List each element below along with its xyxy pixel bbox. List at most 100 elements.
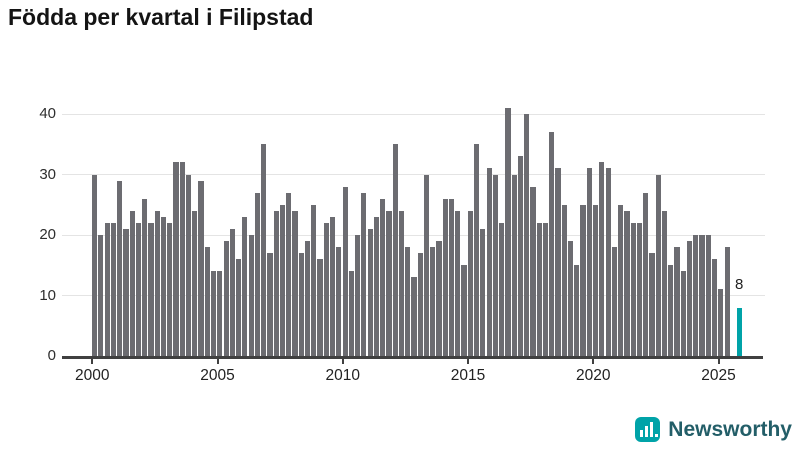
bar	[718, 289, 724, 356]
bar	[486, 168, 492, 356]
bar	[129, 210, 135, 356]
y-axis-tick-label: 0	[47, 347, 56, 364]
highlight-value-label: 8	[732, 276, 747, 293]
bar	[423, 174, 430, 356]
bar	[229, 228, 235, 356]
bar	[630, 222, 636, 356]
bar	[618, 204, 624, 356]
logo-bar-icon	[645, 426, 649, 437]
bar	[373, 216, 379, 356]
bar	[699, 235, 705, 356]
bar	[561, 204, 567, 356]
bar	[167, 222, 173, 356]
x-axis-tick	[467, 359, 470, 364]
y-axis-tick-label: 30	[39, 165, 56, 183]
bar	[160, 216, 167, 356]
bar	[549, 132, 555, 356]
bar	[417, 253, 423, 356]
bar	[430, 247, 436, 356]
bar	[530, 186, 536, 356]
logo-bar-icon	[650, 422, 654, 437]
x-axis-tick	[717, 359, 720, 364]
x-axis-tick-label: 2000	[75, 367, 110, 384]
bar	[643, 192, 649, 356]
bar	[436, 241, 442, 356]
bar	[261, 144, 267, 356]
bar	[511, 174, 517, 356]
bar	[524, 114, 530, 356]
x-axis-tick	[592, 359, 595, 364]
bar	[448, 198, 455, 356]
newsworthy-logo-icon	[635, 417, 661, 442]
bar	[517, 156, 524, 356]
bar	[661, 210, 668, 356]
bar	[636, 222, 643, 356]
bar	[398, 210, 405, 356]
bar	[542, 222, 549, 356]
bar	[210, 271, 217, 356]
bar	[386, 210, 392, 356]
gridline	[62, 174, 765, 175]
bar	[298, 253, 304, 356]
bar	[593, 204, 599, 356]
bar	[223, 241, 229, 356]
gridline	[62, 234, 765, 236]
bar	[361, 192, 367, 356]
page-title: Födda per kvartal i Filipstad	[8, 4, 314, 30]
bar	[179, 162, 185, 356]
newsworthy-logo[interactable]: Newsworthy	[635, 417, 792, 442]
bar	[499, 222, 505, 356]
x-axis-tick-label: 2010	[325, 367, 361, 384]
bar	[304, 241, 311, 356]
logo-bar-icon	[640, 430, 644, 437]
bar	[217, 271, 223, 356]
bar	[442, 198, 448, 356]
bar	[173, 162, 179, 356]
x-axis-tick-label: 2015	[450, 367, 486, 384]
bar	[323, 222, 329, 356]
x-axis-tick	[341, 359, 344, 364]
bar	[104, 222, 110, 356]
bar	[480, 228, 486, 356]
bar	[329, 216, 336, 356]
x-axis-line	[62, 356, 763, 359]
bar	[680, 271, 686, 356]
bar	[686, 241, 693, 356]
bar	[185, 174, 192, 356]
bar	[405, 247, 411, 356]
bar	[567, 241, 574, 356]
bar	[624, 210, 630, 356]
bar	[279, 204, 286, 356]
bar	[123, 228, 129, 356]
bar	[254, 192, 260, 356]
bar	[586, 168, 592, 356]
bar	[355, 235, 361, 356]
bar	[154, 210, 160, 356]
bar	[92, 174, 98, 356]
bar	[367, 228, 373, 356]
bar	[192, 210, 198, 356]
bar	[317, 259, 323, 356]
bar	[98, 235, 104, 356]
bar	[286, 192, 292, 356]
newsworthy-wordmark: Newsworthy	[668, 417, 792, 441]
bar	[474, 144, 480, 356]
bar	[668, 265, 674, 356]
x-axis-tick	[91, 359, 94, 364]
bar	[392, 144, 398, 356]
bar	[348, 271, 354, 356]
logo-dot-icon	[655, 434, 659, 437]
x-axis-tick-label: 2020	[576, 367, 611, 384]
bar	[505, 107, 511, 356]
bar	[536, 222, 542, 356]
highlight-bar	[737, 307, 743, 356]
bar	[580, 204, 586, 356]
x-axis-tick-label: 2025	[701, 367, 736, 384]
bar	[380, 198, 386, 356]
x-axis-tick-label: 2005	[200, 367, 235, 384]
bar	[110, 222, 116, 356]
bar	[148, 222, 154, 356]
bar	[204, 247, 210, 356]
bar	[693, 235, 699, 356]
